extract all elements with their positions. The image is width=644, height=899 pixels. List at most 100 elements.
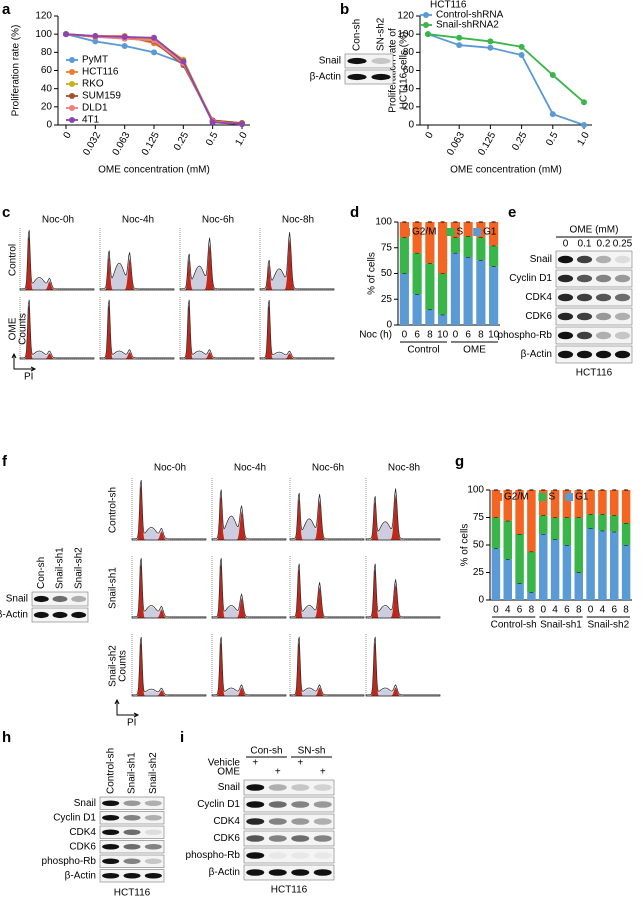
x-axis-label: OME concentration (mM) — [98, 165, 210, 176]
panel-label: e — [508, 204, 516, 221]
bar-segment — [425, 263, 435, 310]
bar-segment — [450, 237, 460, 253]
blot-band — [102, 873, 120, 879]
y-tick-label: 80 — [403, 47, 415, 58]
bar-segment — [491, 517, 501, 549]
x-axis-label: OME concentration (mM) — [450, 165, 562, 176]
blot-band — [102, 815, 120, 821]
cell-line: HCT116 — [576, 368, 613, 379]
y-axis-label: HCT116 cells (%) — [399, 32, 410, 110]
blot-strip — [555, 307, 633, 326]
bar-segment — [438, 222, 448, 274]
legend-label: 4T1 — [82, 115, 100, 126]
legend-swatch — [494, 493, 502, 501]
lane-label: Snail-sh1 — [55, 547, 66, 589]
legend-marker — [69, 81, 75, 87]
y-tick-label: 100 — [35, 29, 52, 40]
blot-band — [576, 274, 593, 283]
blot-band — [246, 835, 265, 842]
blot-band — [123, 800, 141, 806]
blot-strip — [555, 288, 633, 307]
lane-label: Snail-sh2 — [148, 752, 159, 794]
x-tick-label: 8 — [623, 605, 629, 616]
y-tick-label: 40 — [403, 83, 415, 94]
pi-label: PI — [24, 372, 33, 383]
flow-outline — [211, 558, 287, 619]
flow-peaks — [132, 485, 206, 540]
blot-band — [33, 611, 49, 619]
pi-arrow — [13, 355, 34, 370]
row-label: Snail — [74, 798, 96, 809]
blot-band — [595, 293, 612, 302]
pi-label: PI — [127, 718, 136, 729]
row-label: β-Actin — [521, 349, 552, 360]
bar-segment — [550, 517, 560, 540]
x-tick-label: 6 — [414, 330, 420, 341]
lane-label: Con-sh — [352, 19, 363, 51]
row-label: β-Actin — [209, 867, 240, 878]
blot-strip — [99, 796, 165, 810]
legend-label: Control-shRNA — [436, 10, 504, 21]
bar-segment — [491, 548, 501, 600]
legend-swatch — [473, 228, 482, 236]
blot-band — [576, 350, 593, 359]
legend-label: G2/M — [412, 227, 436, 238]
blot-band — [71, 611, 87, 619]
flow-total — [290, 496, 364, 540]
bar-segment — [476, 237, 486, 261]
x-tick-label: 0.063 — [445, 130, 467, 158]
data-point — [121, 42, 128, 49]
blot-band — [102, 844, 120, 850]
flow-outline — [289, 636, 365, 697]
treatment-label: Vehicle — [208, 758, 241, 769]
data-point — [239, 121, 245, 128]
bar-segment — [562, 517, 572, 545]
x-tick-label: 0 — [402, 330, 408, 341]
data-point — [456, 42, 463, 49]
blot-band — [313, 852, 332, 859]
bar-segment — [609, 531, 619, 600]
blot-band — [144, 800, 162, 806]
blot-strip — [243, 830, 335, 847]
bar-segment — [463, 236, 473, 258]
bar-segment — [412, 222, 422, 253]
treatment-mark: + — [320, 767, 326, 778]
row-label: CDK6 — [213, 833, 240, 844]
blot-band — [102, 829, 120, 835]
y-tick-label: 80 — [41, 47, 53, 58]
legend-swatch — [446, 228, 455, 236]
lane-label: 0.2 — [597, 239, 611, 250]
flow-outline — [99, 250, 175, 291]
y-tick-label: 40 — [41, 83, 53, 94]
row-label: phospho-Rb — [186, 850, 241, 861]
flow-outline — [211, 489, 287, 541]
flow-outline — [19, 299, 95, 360]
y-axis-label: % of cells — [367, 252, 378, 295]
legend-marker — [69, 117, 75, 123]
blot-band — [246, 801, 265, 808]
blot-band — [123, 844, 141, 850]
bar-segment — [586, 514, 595, 529]
x-tick-label: 6 — [611, 605, 617, 616]
bar-segment — [438, 273, 448, 315]
bar-segment — [450, 222, 460, 238]
row-label: CDK4 — [213, 816, 240, 827]
legend-label: RKO — [82, 79, 104, 90]
blot-band — [557, 350, 574, 359]
blot-band — [313, 835, 332, 842]
legend-label: Snail-shRNA2 — [436, 20, 499, 31]
y-tick-label: 60 — [403, 65, 415, 76]
legend-label: HCT116 — [82, 67, 119, 78]
flow-peaks — [132, 641, 206, 696]
blot-band — [347, 57, 367, 65]
blot-band — [557, 312, 574, 321]
x-tick-label: 1.0 — [575, 130, 592, 148]
blot-band — [123, 815, 141, 821]
flow-total — [180, 241, 254, 290]
column-label: Noc-4h — [234, 463, 266, 474]
bar-segment — [586, 528, 595, 600]
cell-line: HCT116 — [271, 885, 308, 896]
bar-segment — [463, 257, 473, 325]
data-point — [581, 99, 587, 106]
blot-band — [313, 784, 332, 791]
